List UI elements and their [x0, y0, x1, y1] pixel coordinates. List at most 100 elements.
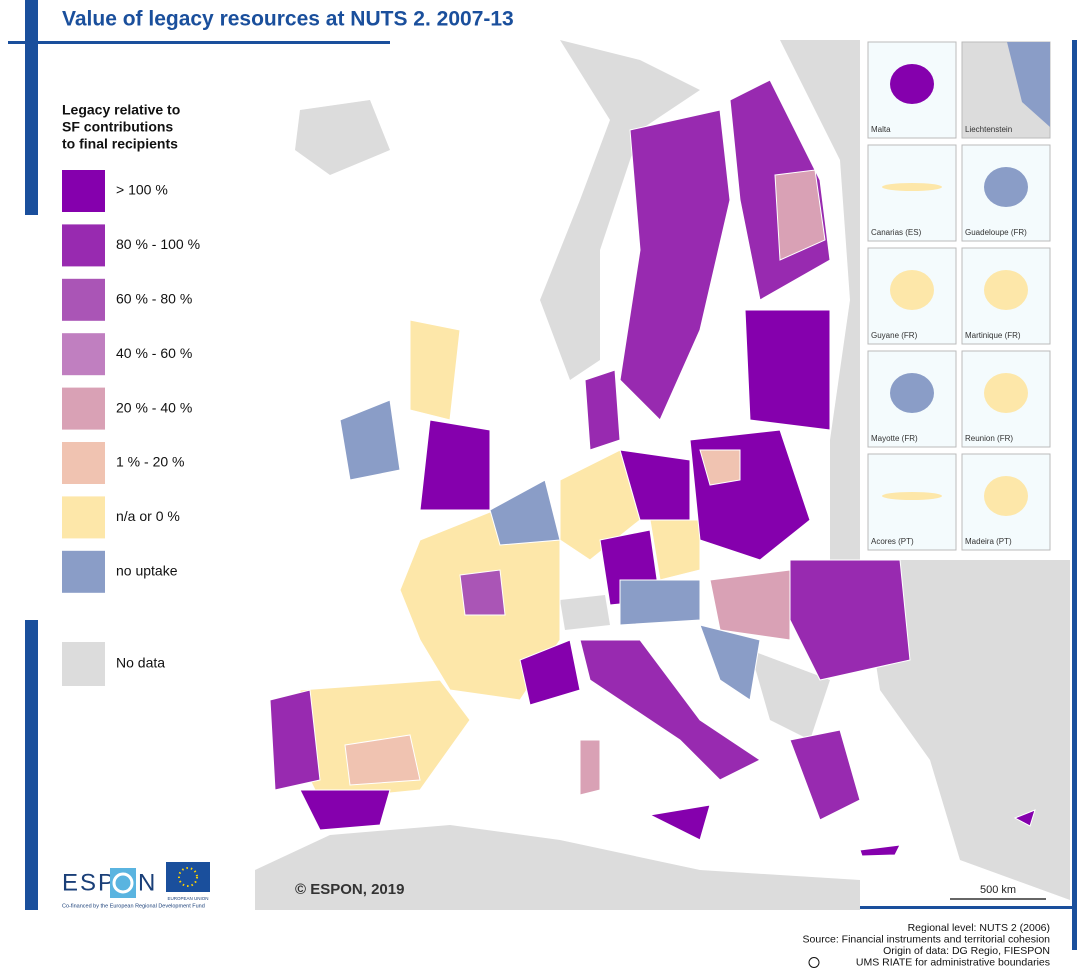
inset-label: Canarias (ES)	[871, 228, 922, 237]
copyright: © ESPON, 2019	[295, 881, 404, 898]
inset-frame	[867, 144, 957, 242]
region	[344, 734, 421, 786]
inset-shape	[1007, 42, 1050, 127]
legend-label: no uptake	[116, 563, 178, 579]
legend-title: to final recipients	[62, 136, 178, 152]
logo-text: N	[138, 869, 155, 896]
regions	[269, 79, 1036, 857]
inset-label: Mayotte (FR)	[871, 434, 918, 443]
land-area	[295, 100, 390, 175]
cc-icon	[808, 957, 820, 968]
inset-shape	[890, 64, 934, 104]
region	[789, 729, 861, 821]
inset-shape	[882, 492, 942, 500]
inset-label: Martinique (FR)	[965, 331, 1021, 340]
legend-swatch	[62, 550, 105, 593]
legend-label: No data	[116, 655, 165, 671]
source: Regional level: NUTS 2 (2006)Source: Fin…	[803, 922, 1051, 969]
region	[269, 689, 321, 791]
legend-label: n/a or 0 %	[116, 508, 180, 524]
region	[419, 419, 491, 511]
region	[459, 569, 506, 616]
inset-shape	[890, 270, 934, 310]
region	[699, 624, 761, 701]
region	[699, 449, 741, 486]
land-area	[560, 595, 610, 630]
land	[255, 40, 1070, 910]
inset-shape	[890, 373, 934, 413]
inset-label: Guadeloupe (FR)	[965, 228, 1027, 237]
eu-label: EUROPEAN UNION	[167, 896, 208, 901]
inset-shape	[882, 183, 942, 191]
inset-shape	[984, 476, 1028, 516]
legend-label: 40 % - 60 %	[116, 345, 192, 361]
legend-title: SF contributions	[62, 119, 173, 135]
land-area	[860, 560, 1070, 900]
legend-swatch	[62, 387, 105, 430]
land-area	[780, 40, 860, 620]
legend-title: Legacy relative to	[62, 102, 180, 118]
legend-label: 20 % - 40 %	[116, 399, 192, 415]
inset-shape	[984, 167, 1028, 207]
region	[1013, 809, 1036, 827]
source-line: Source: Financial instruments and territ…	[803, 933, 1051, 945]
inset-label: Guyane (FR)	[871, 331, 918, 340]
region	[519, 639, 581, 706]
inset-label: Madeira (PT)	[965, 537, 1012, 546]
frame-bar	[25, 620, 38, 910]
region	[649, 519, 701, 581]
region	[709, 569, 791, 641]
region	[489, 479, 561, 546]
inset-label: Acores (PT)	[871, 537, 914, 546]
region	[619, 579, 701, 626]
legend-label: 60 % - 80 %	[116, 291, 192, 307]
region	[619, 109, 731, 421]
legend-swatch	[62, 642, 105, 686]
region	[584, 369, 621, 451]
inset-shape	[984, 373, 1028, 413]
inset-frame	[867, 453, 957, 551]
inset-label: Reunion (FR)	[965, 434, 1013, 443]
map-title: Value of legacy resources at NUTS 2. 200…	[62, 8, 514, 31]
region	[579, 739, 601, 796]
source-line: Origin of data: DG Regio, FIESPON	[883, 945, 1050, 957]
legend-label: 1 % - 20 %	[116, 454, 184, 470]
inset-label: Liechtenstein	[965, 125, 1012, 134]
frame-bar	[1072, 40, 1077, 950]
frame-rule	[722, 906, 1074, 909]
legend-label: 80 % - 100 %	[116, 236, 200, 252]
legend-swatch	[62, 170, 105, 212]
logo-text: ESP	[62, 869, 116, 896]
legend-swatch	[62, 278, 105, 321]
region	[744, 309, 831, 431]
source-line: Regional level: NUTS 2 (2006)	[908, 922, 1050, 934]
legend-swatch	[62, 442, 105, 484]
region	[409, 319, 461, 421]
region	[648, 804, 711, 841]
legend-swatch	[62, 333, 105, 376]
frame-bar	[25, 0, 38, 215]
legend-swatch	[62, 496, 105, 539]
region	[774, 169, 826, 261]
logo-icon	[112, 872, 134, 894]
eu-flag	[166, 862, 210, 892]
title-rule	[8, 41, 390, 44]
region	[339, 399, 401, 481]
legend-label: > 100 %	[116, 182, 168, 198]
land-area	[540, 40, 700, 380]
region	[579, 639, 761, 781]
scale-label: 500 km	[980, 884, 1016, 896]
land-area	[255, 825, 860, 910]
insets: Malta Liechtenstein Canarias (ES) Guadeloup…	[867, 41, 1051, 551]
legend-swatch	[62, 224, 105, 267]
land-area	[750, 650, 830, 740]
eu-stars	[178, 867, 198, 887]
cofinance-text: Co-financed by the European Regional Dev…	[62, 903, 205, 909]
region	[299, 789, 391, 831]
region	[789, 559, 911, 681]
region	[859, 844, 901, 857]
inset-label: Malta	[871, 125, 891, 134]
